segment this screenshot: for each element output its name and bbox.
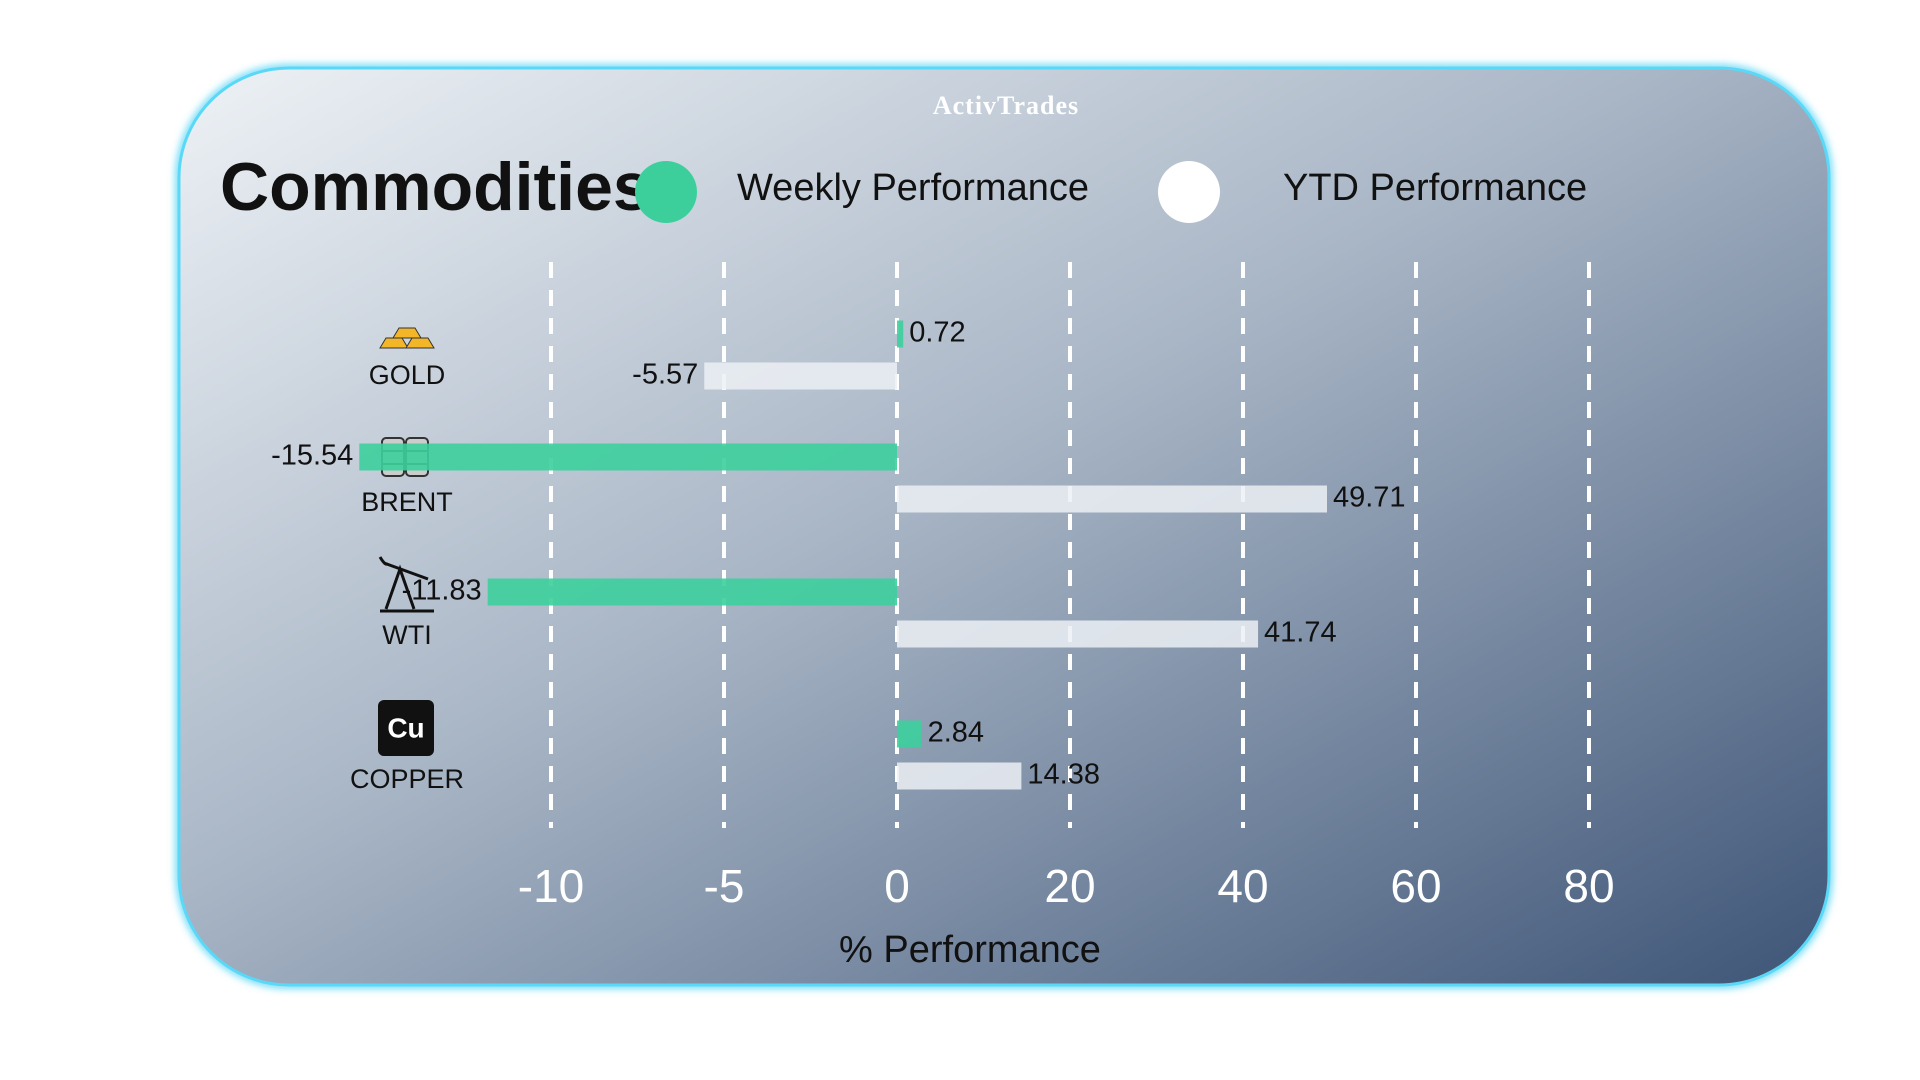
bar [897, 320, 904, 348]
data-label: 2.84 [928, 717, 984, 749]
bar [487, 578, 897, 606]
legend-swatch [635, 161, 697, 223]
data-label: -15.54 [271, 440, 353, 472]
bar [897, 762, 1022, 790]
bar [359, 443, 897, 471]
x-tick-label: -5 [704, 860, 745, 912]
category-label: GOLD [369, 360, 446, 390]
x-tick-label: 60 [1390, 860, 1441, 912]
bar [704, 362, 897, 390]
bar [897, 485, 1327, 513]
wti-icon [378, 556, 434, 613]
brand-logo: ActivTrades [933, 91, 1079, 120]
category-label: BRENT [361, 487, 453, 517]
x-tick-label: -10 [518, 860, 584, 912]
data-label: -5.57 [632, 359, 698, 391]
category-label: COPPER [350, 764, 464, 794]
x-tick-label: 40 [1217, 860, 1268, 912]
bar [897, 620, 1259, 648]
data-label: 14.38 [1027, 759, 1100, 791]
data-label: 0.72 [909, 317, 965, 349]
data-label: -11.83 [402, 575, 482, 607]
bar [897, 720, 922, 748]
x-tick-label: 20 [1044, 860, 1095, 912]
legend-swatch [1158, 161, 1220, 223]
x-tick-label: 0 [884, 860, 910, 912]
gold-icon [379, 327, 435, 349]
data-label: 41.74 [1264, 617, 1337, 649]
chart-title: Commodities [220, 149, 651, 225]
copper-icon: Cu [378, 700, 434, 756]
legend-label: YTD Performance [1283, 167, 1587, 209]
x-tick-label: 80 [1563, 860, 1614, 912]
data-label: 49.71 [1333, 482, 1406, 514]
category-label: WTI [382, 620, 431, 650]
svg-text:Cu: Cu [387, 712, 424, 743]
legend-label: Weekly Performance [737, 167, 1089, 209]
x-axis-label: % Performance [839, 929, 1101, 971]
